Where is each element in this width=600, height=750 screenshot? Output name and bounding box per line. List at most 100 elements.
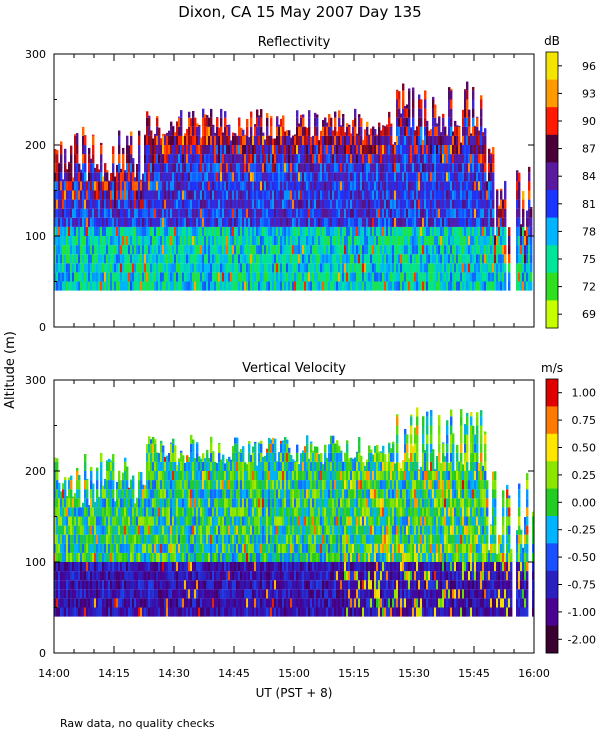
heatmap-cell xyxy=(280,217,283,227)
heatmap-cell xyxy=(326,208,329,218)
heatmap-cell xyxy=(336,245,339,255)
heatmap-cell xyxy=(190,245,193,255)
heatmap-cell xyxy=(328,190,331,200)
heatmap-cell xyxy=(454,126,457,136)
heatmap-cell xyxy=(146,126,149,136)
heatmap-cell xyxy=(414,190,417,200)
heatmap-cell xyxy=(142,525,145,535)
heatmap-cell xyxy=(530,217,533,227)
heatmap-cell xyxy=(376,181,379,191)
heatmap-cell xyxy=(292,245,295,255)
heatmap-cell xyxy=(60,562,63,572)
heatmap-cell xyxy=(378,254,381,264)
heatmap-cell xyxy=(106,489,109,499)
heatmap-cell xyxy=(466,236,469,246)
heatmap-cell xyxy=(88,272,91,282)
heatmap-cell xyxy=(446,254,449,264)
heatmap-cell xyxy=(402,163,405,173)
heatmap-cell xyxy=(160,226,163,236)
heatmap-cell xyxy=(250,208,253,218)
heatmap-cell xyxy=(408,254,411,264)
heatmap-cell xyxy=(146,111,149,118)
heatmap-cell xyxy=(466,81,469,91)
heatmap-cell xyxy=(126,525,129,535)
heatmap-cell xyxy=(190,135,193,145)
heatmap-cell xyxy=(452,254,455,264)
heatmap-cell xyxy=(434,208,437,218)
heatmap-cell xyxy=(144,543,147,553)
heatmap-cell xyxy=(442,208,445,218)
heatmap-cell xyxy=(134,571,137,581)
heatmap-cell xyxy=(396,208,399,218)
heatmap-cell xyxy=(434,272,437,282)
heatmap-cell xyxy=(496,199,499,209)
heatmap-cell xyxy=(460,236,463,246)
heatmap-cell xyxy=(496,226,499,236)
heatmap-cell xyxy=(356,226,359,236)
heatmap-cell xyxy=(252,163,255,173)
heatmap-cell xyxy=(78,236,81,246)
heatmap-cell xyxy=(340,226,343,236)
heatmap-cell xyxy=(100,461,103,471)
heatmap-cell xyxy=(486,199,489,209)
heatmap-cell xyxy=(390,254,393,264)
heatmap-cell xyxy=(276,272,279,282)
heatmap-cell xyxy=(240,245,243,255)
heatmap-cell xyxy=(116,181,119,191)
heatmap-cell xyxy=(368,172,371,182)
heatmap-cell xyxy=(190,208,193,218)
colorbar-frame xyxy=(545,51,559,329)
heatmap-cell xyxy=(236,199,239,209)
heatmap-cell xyxy=(522,263,525,273)
heatmap-cell xyxy=(108,516,111,526)
heatmap-cell xyxy=(162,199,165,209)
heatmap-cell xyxy=(100,217,103,227)
heatmap-cell xyxy=(380,199,383,209)
heatmap-cell xyxy=(308,217,311,227)
heatmap-cell xyxy=(54,552,57,562)
heatmap-cell xyxy=(112,199,115,209)
heatmap-cell xyxy=(442,113,445,118)
heatmap-cell xyxy=(254,281,257,291)
heatmap-cell xyxy=(66,254,69,264)
heatmap-cell xyxy=(226,217,229,227)
heatmap-cell xyxy=(208,254,211,264)
heatmap-cell xyxy=(344,199,347,209)
heatmap-cell xyxy=(176,135,179,145)
heatmap-cell xyxy=(284,217,287,227)
heatmap-cell xyxy=(176,236,179,246)
heatmap-cell xyxy=(248,145,251,155)
heatmap-cell xyxy=(124,471,127,481)
heatmap-cell xyxy=(468,117,471,127)
heatmap-cell xyxy=(374,254,377,264)
heatmap-cell xyxy=(390,263,393,273)
heatmap-cell xyxy=(80,571,83,581)
heatmap-cell xyxy=(132,480,135,490)
heatmap-cell xyxy=(68,163,71,173)
heatmap-cell xyxy=(260,126,263,136)
heatmap-cell xyxy=(472,199,475,209)
heatmap-cell xyxy=(180,263,183,273)
heatmap-cell xyxy=(132,281,135,291)
heatmap-cell xyxy=(402,245,405,255)
heatmap-cell xyxy=(358,163,361,173)
heatmap-cell xyxy=(430,154,433,164)
heatmap-cell xyxy=(334,254,337,264)
heatmap-cell xyxy=(338,199,341,209)
heatmap-cell xyxy=(64,580,67,590)
heatmap-cell xyxy=(334,117,337,127)
heatmap-cell xyxy=(68,534,71,544)
heatmap-cell xyxy=(358,217,361,227)
heatmap-cell xyxy=(342,117,345,127)
heatmap-cell xyxy=(156,154,159,164)
heatmap-cell xyxy=(130,281,133,291)
heatmap-cell xyxy=(294,190,297,200)
heatmap-cell xyxy=(520,263,523,273)
heatmap-cell xyxy=(92,199,95,209)
heatmap-cell xyxy=(96,236,99,246)
heatmap-cell xyxy=(100,580,103,590)
heatmap-cell xyxy=(334,208,337,218)
heatmap-cell xyxy=(406,135,409,145)
heatmap-cell xyxy=(78,163,81,173)
heatmap-cell xyxy=(54,571,57,581)
